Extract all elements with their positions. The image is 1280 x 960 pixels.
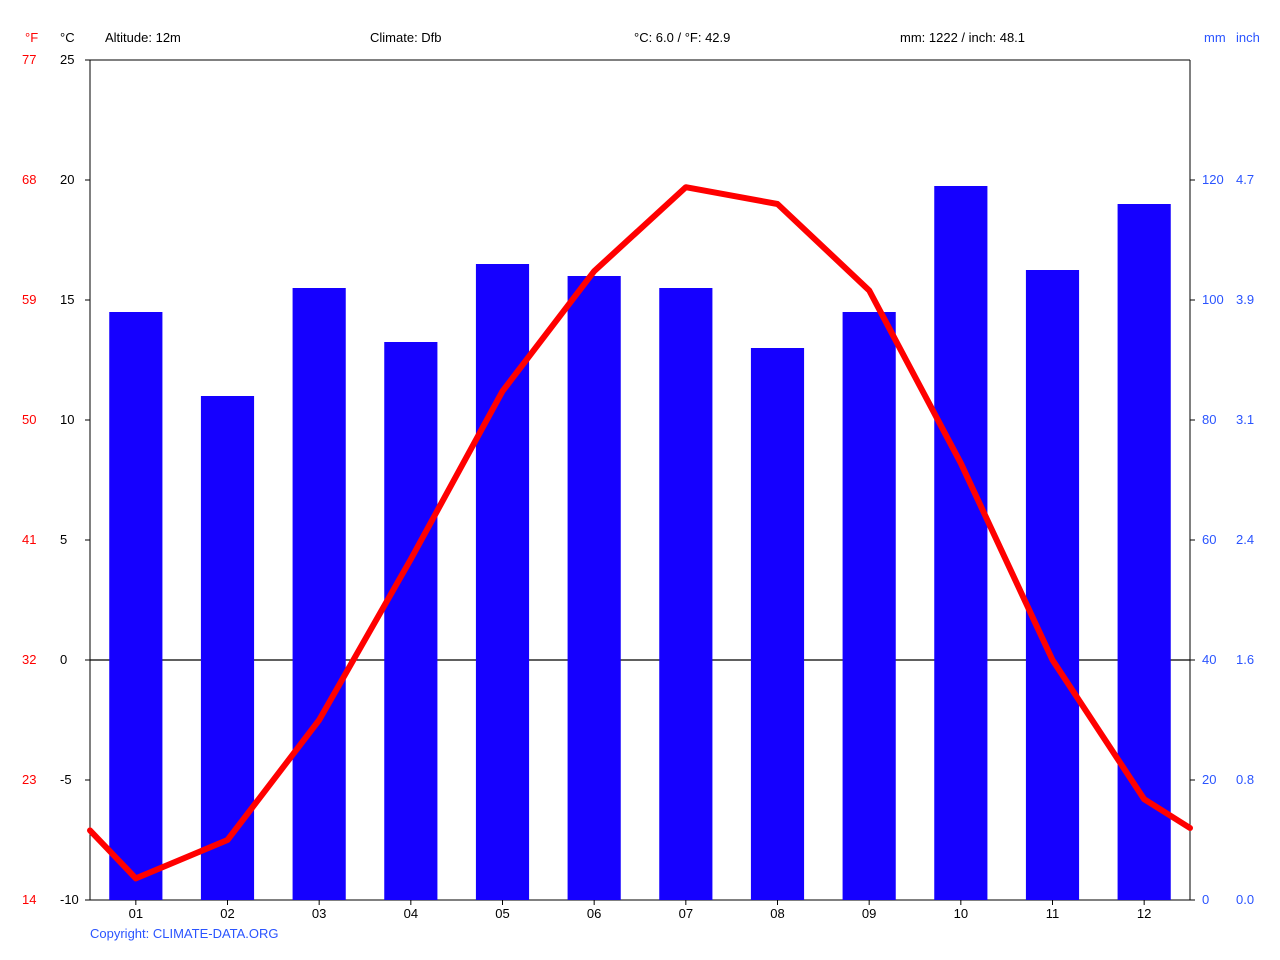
svg-text:1.6: 1.6 [1236,652,1254,667]
svg-text:5: 5 [60,532,67,547]
svg-text:0: 0 [60,652,67,667]
svg-text:04: 04 [404,906,418,921]
climate-chart: Altitude: 12m Climate: Dfb °C: 6.0 / °F: 4… [0,0,1280,960]
svg-text:11: 11 [1046,906,1060,921]
svg-text:40: 40 [1202,652,1216,667]
svg-text:80: 80 [1202,412,1216,427]
svg-text:32: 32 [22,652,36,667]
svg-text:02: 02 [220,906,234,921]
svg-text:10: 10 [954,906,968,921]
svg-text:inch: inch [1236,30,1260,45]
chart-svg: Altitude: 12m Climate: Dfb °C: 6.0 / °F: 4… [0,0,1280,960]
svg-text:15: 15 [60,292,74,307]
svg-text:68: 68 [22,172,36,187]
svg-text:°F: °F [25,30,38,45]
svg-text:2.4: 2.4 [1236,532,1254,547]
svg-text:Copyright: CLIMATE-DATA.ORG: Copyright: CLIMATE-DATA.ORG [90,926,279,941]
svg-text:10: 10 [60,412,74,427]
svg-text:50: 50 [22,412,36,427]
svg-text:Altitude: 12m: Altitude: 12m [105,30,181,45]
svg-text:25: 25 [60,52,74,67]
svg-text:09: 09 [862,906,876,921]
svg-text:100: 100 [1202,292,1224,307]
svg-text:23: 23 [22,772,36,787]
svg-text:3.1: 3.1 [1236,412,1254,427]
svg-text:14: 14 [22,892,36,907]
svg-text:4.7: 4.7 [1236,172,1254,187]
svg-text:°C: °C [60,30,75,45]
svg-text:06: 06 [587,906,601,921]
svg-text:08: 08 [770,906,784,921]
svg-text:°C: 6.0 / °F: 42.9: °C: 6.0 / °F: 42.9 [634,30,730,45]
svg-text:120: 120 [1202,172,1224,187]
svg-text:12: 12 [1137,906,1151,921]
svg-text:07: 07 [679,906,693,921]
svg-text:41: 41 [22,532,36,547]
svg-text:mm: 1222 / inch: 48.1: mm: 1222 / inch: 48.1 [900,30,1025,45]
svg-text:0.8: 0.8 [1236,772,1254,787]
svg-text:mm: mm [1204,30,1226,45]
svg-text:03: 03 [312,906,326,921]
svg-text:-10: -10 [60,892,79,907]
svg-text:60: 60 [1202,532,1216,547]
svg-text:0.0: 0.0 [1236,892,1254,907]
svg-text:59: 59 [22,292,36,307]
svg-text:20: 20 [1202,772,1216,787]
svg-text:0: 0 [1202,892,1209,907]
svg-text:20: 20 [60,172,74,187]
svg-text:77: 77 [22,52,36,67]
svg-text:-5: -5 [60,772,72,787]
svg-text:01: 01 [129,906,143,921]
svg-text:Climate: Dfb: Climate: Dfb [370,30,442,45]
svg-text:05: 05 [495,906,509,921]
svg-text:3.9: 3.9 [1236,292,1254,307]
